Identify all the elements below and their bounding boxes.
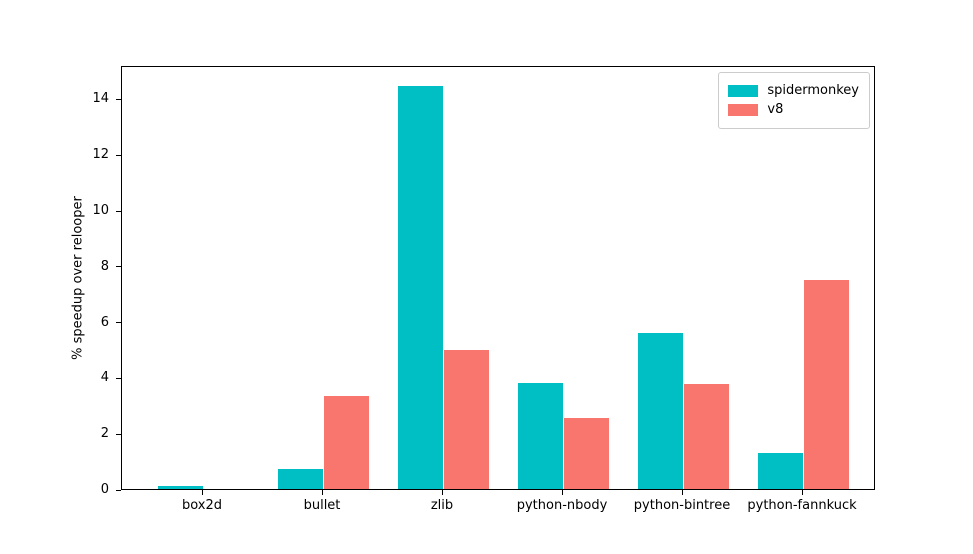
bar-v8-bullet xyxy=(323,395,369,489)
y-tick-mark xyxy=(116,322,121,324)
x-tick-label-zlib: zlib xyxy=(430,498,454,513)
y-tick-mark xyxy=(116,489,121,491)
y-tick-mark xyxy=(116,433,121,435)
legend-label: spidermonkey xyxy=(767,83,859,98)
y-tick-label: 0 xyxy=(100,482,109,497)
y-tick-mark xyxy=(116,377,121,379)
legend-swatch-v8 xyxy=(728,104,759,116)
y-tick-label: 6 xyxy=(100,314,109,330)
bar-spidermonkey-python-nbody xyxy=(517,383,563,489)
y-tick-mark xyxy=(116,210,121,212)
y-tick-label: 14 xyxy=(92,91,109,107)
x-tick-mark xyxy=(802,490,803,495)
x-tick-mark xyxy=(442,490,443,495)
legend: spidermonkey v8 xyxy=(718,72,870,129)
legend-item-v8: v8 xyxy=(728,102,859,118)
y-tick-label: 12 xyxy=(92,147,109,163)
bar-v8-zlib xyxy=(443,349,489,489)
bar-spidermonkey-box2d xyxy=(157,486,203,489)
legend-swatch-spidermonkey xyxy=(728,85,759,97)
y-tick-mark xyxy=(116,266,121,268)
y-tick-label: 4 xyxy=(100,370,109,386)
legend-label: v8 xyxy=(767,102,784,117)
x-tick-mark xyxy=(322,490,323,495)
x-tick-mark xyxy=(682,490,683,495)
plot-area xyxy=(121,66,875,490)
y-tick-mark xyxy=(116,98,121,100)
bar-v8-python-fannkuck xyxy=(803,279,849,489)
y-tick-mark xyxy=(116,154,121,156)
x-tick-label-box2d: box2d xyxy=(181,498,223,513)
bar-spidermonkey-python-bintree xyxy=(637,332,683,489)
legend-item-spidermonkey: spidermonkey xyxy=(728,83,859,99)
bar-v8-python-nbody xyxy=(563,417,609,489)
bar-v8-python-bintree xyxy=(683,384,729,489)
bar-spidermonkey-bullet xyxy=(277,469,323,489)
y-tick-label: 8 xyxy=(100,258,109,274)
y-tick-label: 10 xyxy=(92,203,109,219)
x-tick-mark xyxy=(562,490,563,495)
bar-spidermonkey-zlib xyxy=(397,85,443,489)
y-axis-label: % speedup over relooper xyxy=(70,196,86,360)
x-tick-label-python-bintree: python-bintree xyxy=(633,498,731,513)
x-tick-label-python-nbody: python-nbody xyxy=(516,498,608,513)
x-tick-mark xyxy=(202,490,203,495)
x-tick-label-python-fannkuck: python-fannkuck xyxy=(747,498,857,513)
x-tick-label-bullet: bullet xyxy=(303,498,341,513)
y-tick-label: 2 xyxy=(100,426,109,442)
bar-spidermonkey-python-fannkuck xyxy=(757,452,803,489)
